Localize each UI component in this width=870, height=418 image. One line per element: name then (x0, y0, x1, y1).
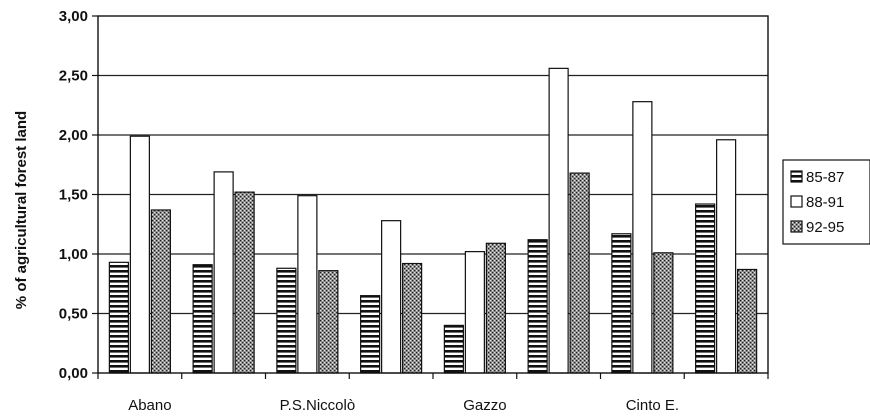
legend-label-88-91: 88-91 (806, 194, 844, 211)
x-category-label: Gazzo (463, 397, 506, 414)
bar-88-91-cat-6 (632, 101, 653, 374)
y-tick-labels: 0,00 0,50 1,00 1,50 2,00 2,50 3,00 (59, 8, 88, 382)
legend-swatch-88-91 (790, 195, 803, 208)
legend-label-85-87: 85-87 (806, 169, 844, 186)
bar-85-87-cat-6 (611, 233, 632, 374)
bar-92-95-cat-5 (569, 172, 590, 374)
y-tick-label: 2,50 (59, 68, 88, 85)
bar-88-91-cat-3 (381, 220, 402, 374)
x-category-labels: Abano P.S.Niccolò Gazzo Cinto E. (128, 397, 679, 414)
bar-85-87-cat-3 (360, 295, 381, 374)
bar-92-95-cat-4 (485, 242, 506, 374)
bar-92-95-cat-1 (234, 191, 255, 374)
bars-group (108, 67, 758, 374)
bar-85-87-cat-1 (192, 264, 213, 374)
legend: 85-87 88-91 92-95 (782, 159, 870, 245)
y-tick-label: 2,00 (59, 127, 88, 144)
axes (97, 15, 769, 379)
bar-85-87-cat-4 (443, 324, 464, 374)
y-tick-label: 0,50 (59, 306, 88, 323)
legend-swatch-92-95 (790, 220, 803, 233)
bar-88-91-cat-2 (297, 195, 318, 374)
bar-85-87-cat-0 (108, 261, 129, 374)
y-axis-label: % of agricultural forest land (13, 111, 30, 309)
bar-88-91-cat-5 (548, 67, 569, 374)
y-tick-label: 1,00 (59, 246, 88, 263)
bar-92-95-cat-7 (737, 268, 758, 374)
x-category-label: Abano (128, 397, 171, 414)
x-category-label: P.S.Niccolò (280, 397, 356, 414)
bar-92-95-cat-2 (318, 270, 339, 374)
bar-88-91-cat-7 (716, 139, 737, 374)
bar-85-87-cat-5 (527, 239, 548, 374)
bar-88-91-cat-0 (129, 135, 150, 374)
bar-88-91-cat-4 (464, 251, 485, 374)
y-tick-label: 1,50 (59, 187, 88, 204)
bar-92-95-cat-6 (653, 252, 674, 374)
bar-92-95-cat-3 (402, 262, 423, 374)
bar-85-87-cat-7 (695, 203, 716, 374)
y-tick-label: 0,00 (59, 365, 88, 382)
y-tick-label: 3,00 (59, 8, 88, 25)
x-category-label: Cinto E. (626, 397, 679, 414)
legend-swatch-85-87 (790, 170, 803, 183)
bar-88-91-cat-1 (213, 171, 234, 374)
bar-85-87-cat-2 (276, 267, 297, 374)
legend-label-92-95: 92-95 (806, 219, 844, 236)
bar-92-95-cat-0 (150, 209, 171, 374)
